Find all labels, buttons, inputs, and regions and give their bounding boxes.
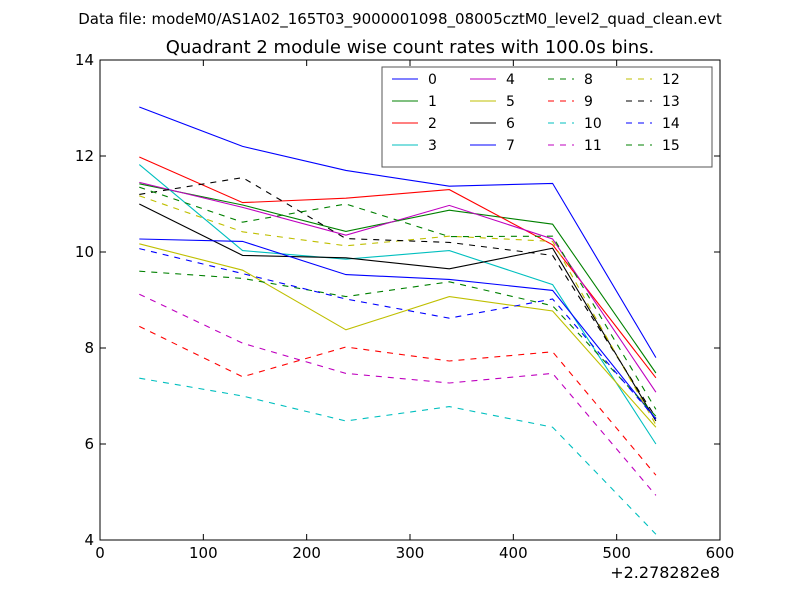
legend-label-15: 15 bbox=[662, 138, 680, 154]
y-tick-label: 10 bbox=[75, 243, 94, 261]
series-line-10 bbox=[139, 377, 657, 535]
legend-label-7: 7 bbox=[506, 138, 515, 154]
legend-label-2: 2 bbox=[428, 116, 437, 132]
y-tick-label: 8 bbox=[84, 339, 94, 357]
legend-label-14: 14 bbox=[662, 116, 680, 132]
chart-title: Quadrant 2 module wise count rates with … bbox=[166, 37, 655, 58]
y-tick-label: 12 bbox=[75, 147, 94, 165]
legend-label-8: 8 bbox=[584, 72, 593, 88]
x-tick-label: 0 bbox=[95, 544, 105, 562]
legend-label-1: 1 bbox=[428, 94, 437, 110]
legend-label-4: 4 bbox=[506, 72, 515, 88]
figure-suptitle: Data file: modeM0/AS1A02_165T03_90000010… bbox=[78, 10, 722, 29]
legend-label-0: 0 bbox=[428, 72, 437, 88]
x-tick-label: 600 bbox=[706, 544, 735, 562]
series-line-2 bbox=[139, 156, 657, 379]
legend-label-5: 5 bbox=[506, 94, 515, 110]
legend-label-9: 9 bbox=[584, 94, 593, 110]
series-lines bbox=[138, 106, 657, 535]
series-line-9 bbox=[139, 325, 657, 476]
legend-label-11: 11 bbox=[584, 138, 602, 154]
legend-label-6: 6 bbox=[506, 116, 515, 132]
legend-label-3: 3 bbox=[428, 138, 437, 154]
x-axis-offset-label: +2.278282e8 bbox=[610, 563, 720, 582]
x-tick-label: 300 bbox=[396, 544, 425, 562]
legend-box bbox=[381, 66, 713, 168]
series-line-8 bbox=[139, 270, 657, 417]
series-line-6 bbox=[139, 203, 657, 422]
legend-label-12: 12 bbox=[662, 72, 680, 88]
x-tick-label: 400 bbox=[499, 544, 528, 562]
series-line-11 bbox=[139, 293, 657, 496]
series-line-14 bbox=[139, 248, 657, 420]
y-tick-label: 4 bbox=[84, 531, 94, 549]
series-line-0 bbox=[139, 106, 657, 358]
x-tick-label: 200 bbox=[292, 544, 321, 562]
y-tick-label: 14 bbox=[75, 51, 94, 69]
series-line-5 bbox=[139, 243, 657, 428]
legend-label-13: 13 bbox=[662, 94, 680, 110]
series-line-7 bbox=[139, 238, 657, 420]
x-tick-label: 100 bbox=[189, 544, 218, 562]
x-tick-label: 500 bbox=[602, 544, 631, 562]
series-line-15 bbox=[139, 186, 657, 410]
series-line-13 bbox=[139, 177, 657, 418]
y-tick-label: 6 bbox=[84, 435, 94, 453]
legend-label-10: 10 bbox=[584, 116, 602, 132]
